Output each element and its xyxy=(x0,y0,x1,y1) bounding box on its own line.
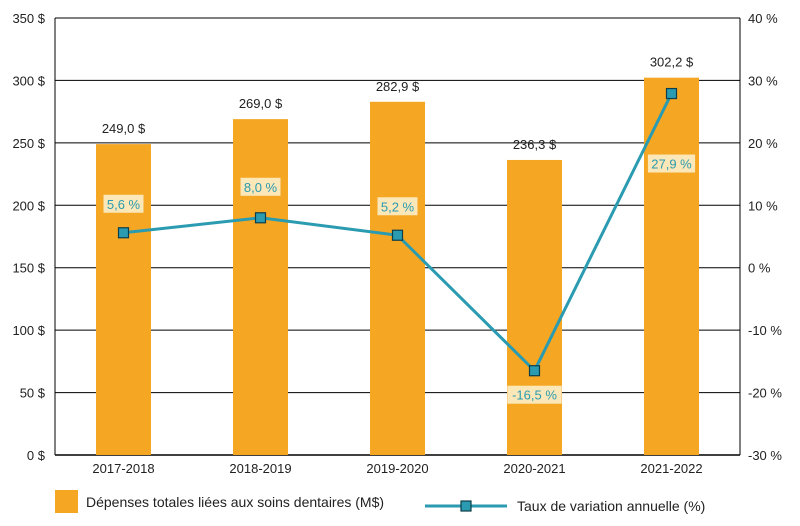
line-value-label: 27,9 % xyxy=(651,157,692,172)
y-left-tick-label: 250 $ xyxy=(12,136,45,151)
y-right-tick-label: 10 % xyxy=(748,198,778,213)
bar xyxy=(370,101,425,455)
line-marker xyxy=(528,365,541,377)
line-marker xyxy=(391,229,404,241)
y-right-tick-label: 20 % xyxy=(748,136,778,151)
line-value-label-bg xyxy=(240,177,281,196)
line-value-label-bg xyxy=(647,154,696,173)
line-marker xyxy=(665,87,678,100)
bar-value-label: 236,3 $ xyxy=(513,137,557,152)
x-tick-label: 2017-2018 xyxy=(92,461,154,476)
bar-value-label: 269,0 $ xyxy=(239,96,283,111)
x-tick-label: 2020-2021 xyxy=(503,461,565,476)
y-left-tick-label: 100 $ xyxy=(12,323,45,338)
y-right-tick-label: 0 % xyxy=(748,261,771,276)
x-tick-label: 2019-2020 xyxy=(366,461,428,476)
line-value-label: 5,6 % xyxy=(107,197,141,212)
y-left-tick-label: 0 $ xyxy=(27,448,46,463)
y-left-tick-label: 50 $ xyxy=(20,386,46,401)
legend-swatch-marker xyxy=(460,500,472,512)
y-left-tick-label: 300 $ xyxy=(12,73,45,88)
y-right-tick-label: -10 % xyxy=(748,323,782,338)
y-left-tick-label: 350 $ xyxy=(12,11,45,26)
y-right-tick-label: -20 % xyxy=(748,386,782,401)
bar xyxy=(96,144,151,455)
line-marker xyxy=(117,227,130,239)
line-value-label: 5,2 % xyxy=(381,199,415,214)
y-left-tick-label: 150 $ xyxy=(12,261,45,276)
x-tick-label: 2021-2022 xyxy=(640,461,702,476)
legend-label-line: Taux de variation annuelle (%) xyxy=(517,498,705,514)
bar xyxy=(233,119,288,456)
bar xyxy=(507,159,562,455)
y-right-tick-label: 30 % xyxy=(748,73,778,88)
bar-value-label: 249,0 $ xyxy=(102,121,146,136)
line-value-label-bg xyxy=(377,197,418,216)
line-value-label-bg xyxy=(507,385,562,404)
legend-swatch-bar xyxy=(55,490,78,513)
line-marker xyxy=(254,212,267,224)
x-tick-label: 2018-2019 xyxy=(229,461,291,476)
y-right-tick-label: -30 % xyxy=(748,448,782,463)
bar-value-label: 302,2 $ xyxy=(650,55,694,70)
line-value-label-bg xyxy=(103,194,144,213)
y-left-tick-label: 200 $ xyxy=(12,198,45,213)
line-value-label: -16,5 % xyxy=(512,388,557,403)
bar-value-label: 282,9 $ xyxy=(376,79,420,94)
y-right-tick-label: 40 % xyxy=(748,11,778,26)
bar xyxy=(644,77,699,456)
line-value-label: 8,0 % xyxy=(244,180,278,195)
legend-label-bar: Dépenses totales liées aux soins dentair… xyxy=(86,494,384,510)
